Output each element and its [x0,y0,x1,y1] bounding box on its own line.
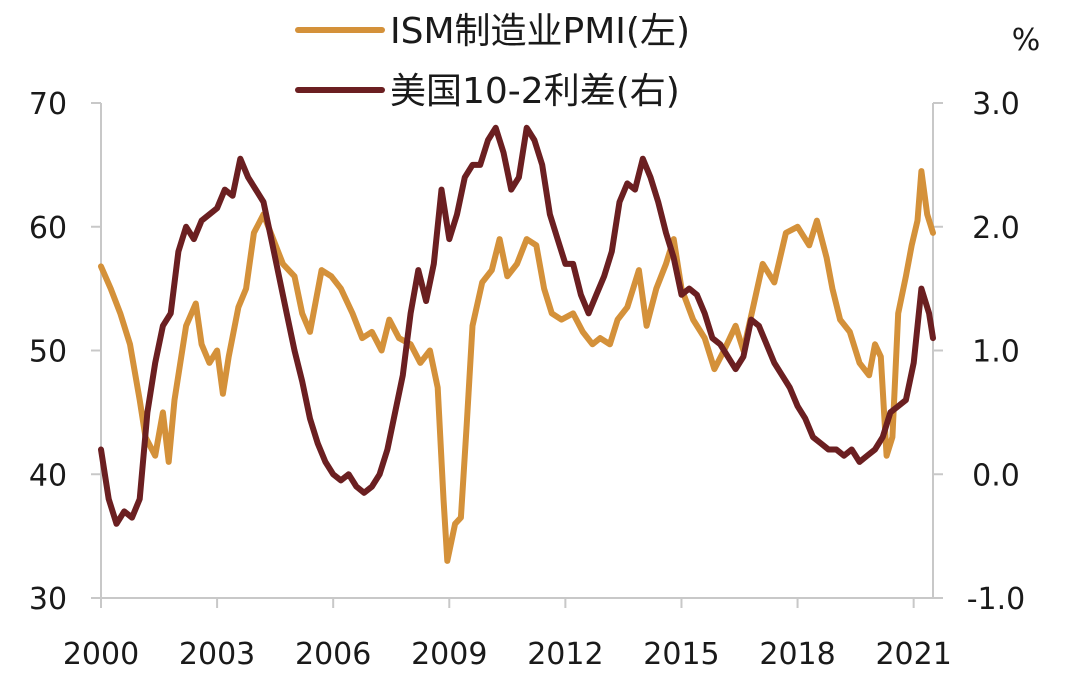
right-tick-label: 1.0 [972,335,1020,370]
right-tick-label: 0.0 [972,458,1020,493]
left-tick-label: 70 [29,87,67,122]
right-tick-label: -1.0 [967,582,1026,617]
right-axis-unit: % [1012,23,1041,58]
x-tick-label: 2015 [643,637,719,672]
series-line-spread [98,124,936,527]
right-tick-label: 2.0 [972,211,1020,246]
x-tick-label: 2003 [179,637,255,672]
tick-labels: 30 40 50 60 70 -1.0 0.0 1.0 2.0 3.0 2000 2003 2006 20… [29,87,1025,672]
series-lines [98,124,936,564]
x-tick-label: 2012 [527,637,603,672]
left-tick-label: 50 [29,335,67,370]
axes [91,102,943,608]
x-tick-label: 2021 [875,637,951,672]
legend-label-spread: 美国10-2利差(右) [390,71,680,112]
x-tick-label: 2006 [295,637,371,672]
legend: ISM制造业PMI(左) 美国10-2利差(右) [295,11,690,112]
left-tick-label: 60 [29,211,67,246]
series-line-pmi [98,168,936,564]
x-tick-label: 2018 [759,637,835,672]
left-tick-label: 30 [29,582,67,617]
left-tick-label: 40 [29,458,67,493]
right-tick-label: 3.0 [972,87,1020,122]
legend-label-pmi: ISM制造业PMI(左) [390,11,690,52]
x-tick-label: 2000 [63,637,139,672]
x-tick-label: 2009 [411,637,487,672]
